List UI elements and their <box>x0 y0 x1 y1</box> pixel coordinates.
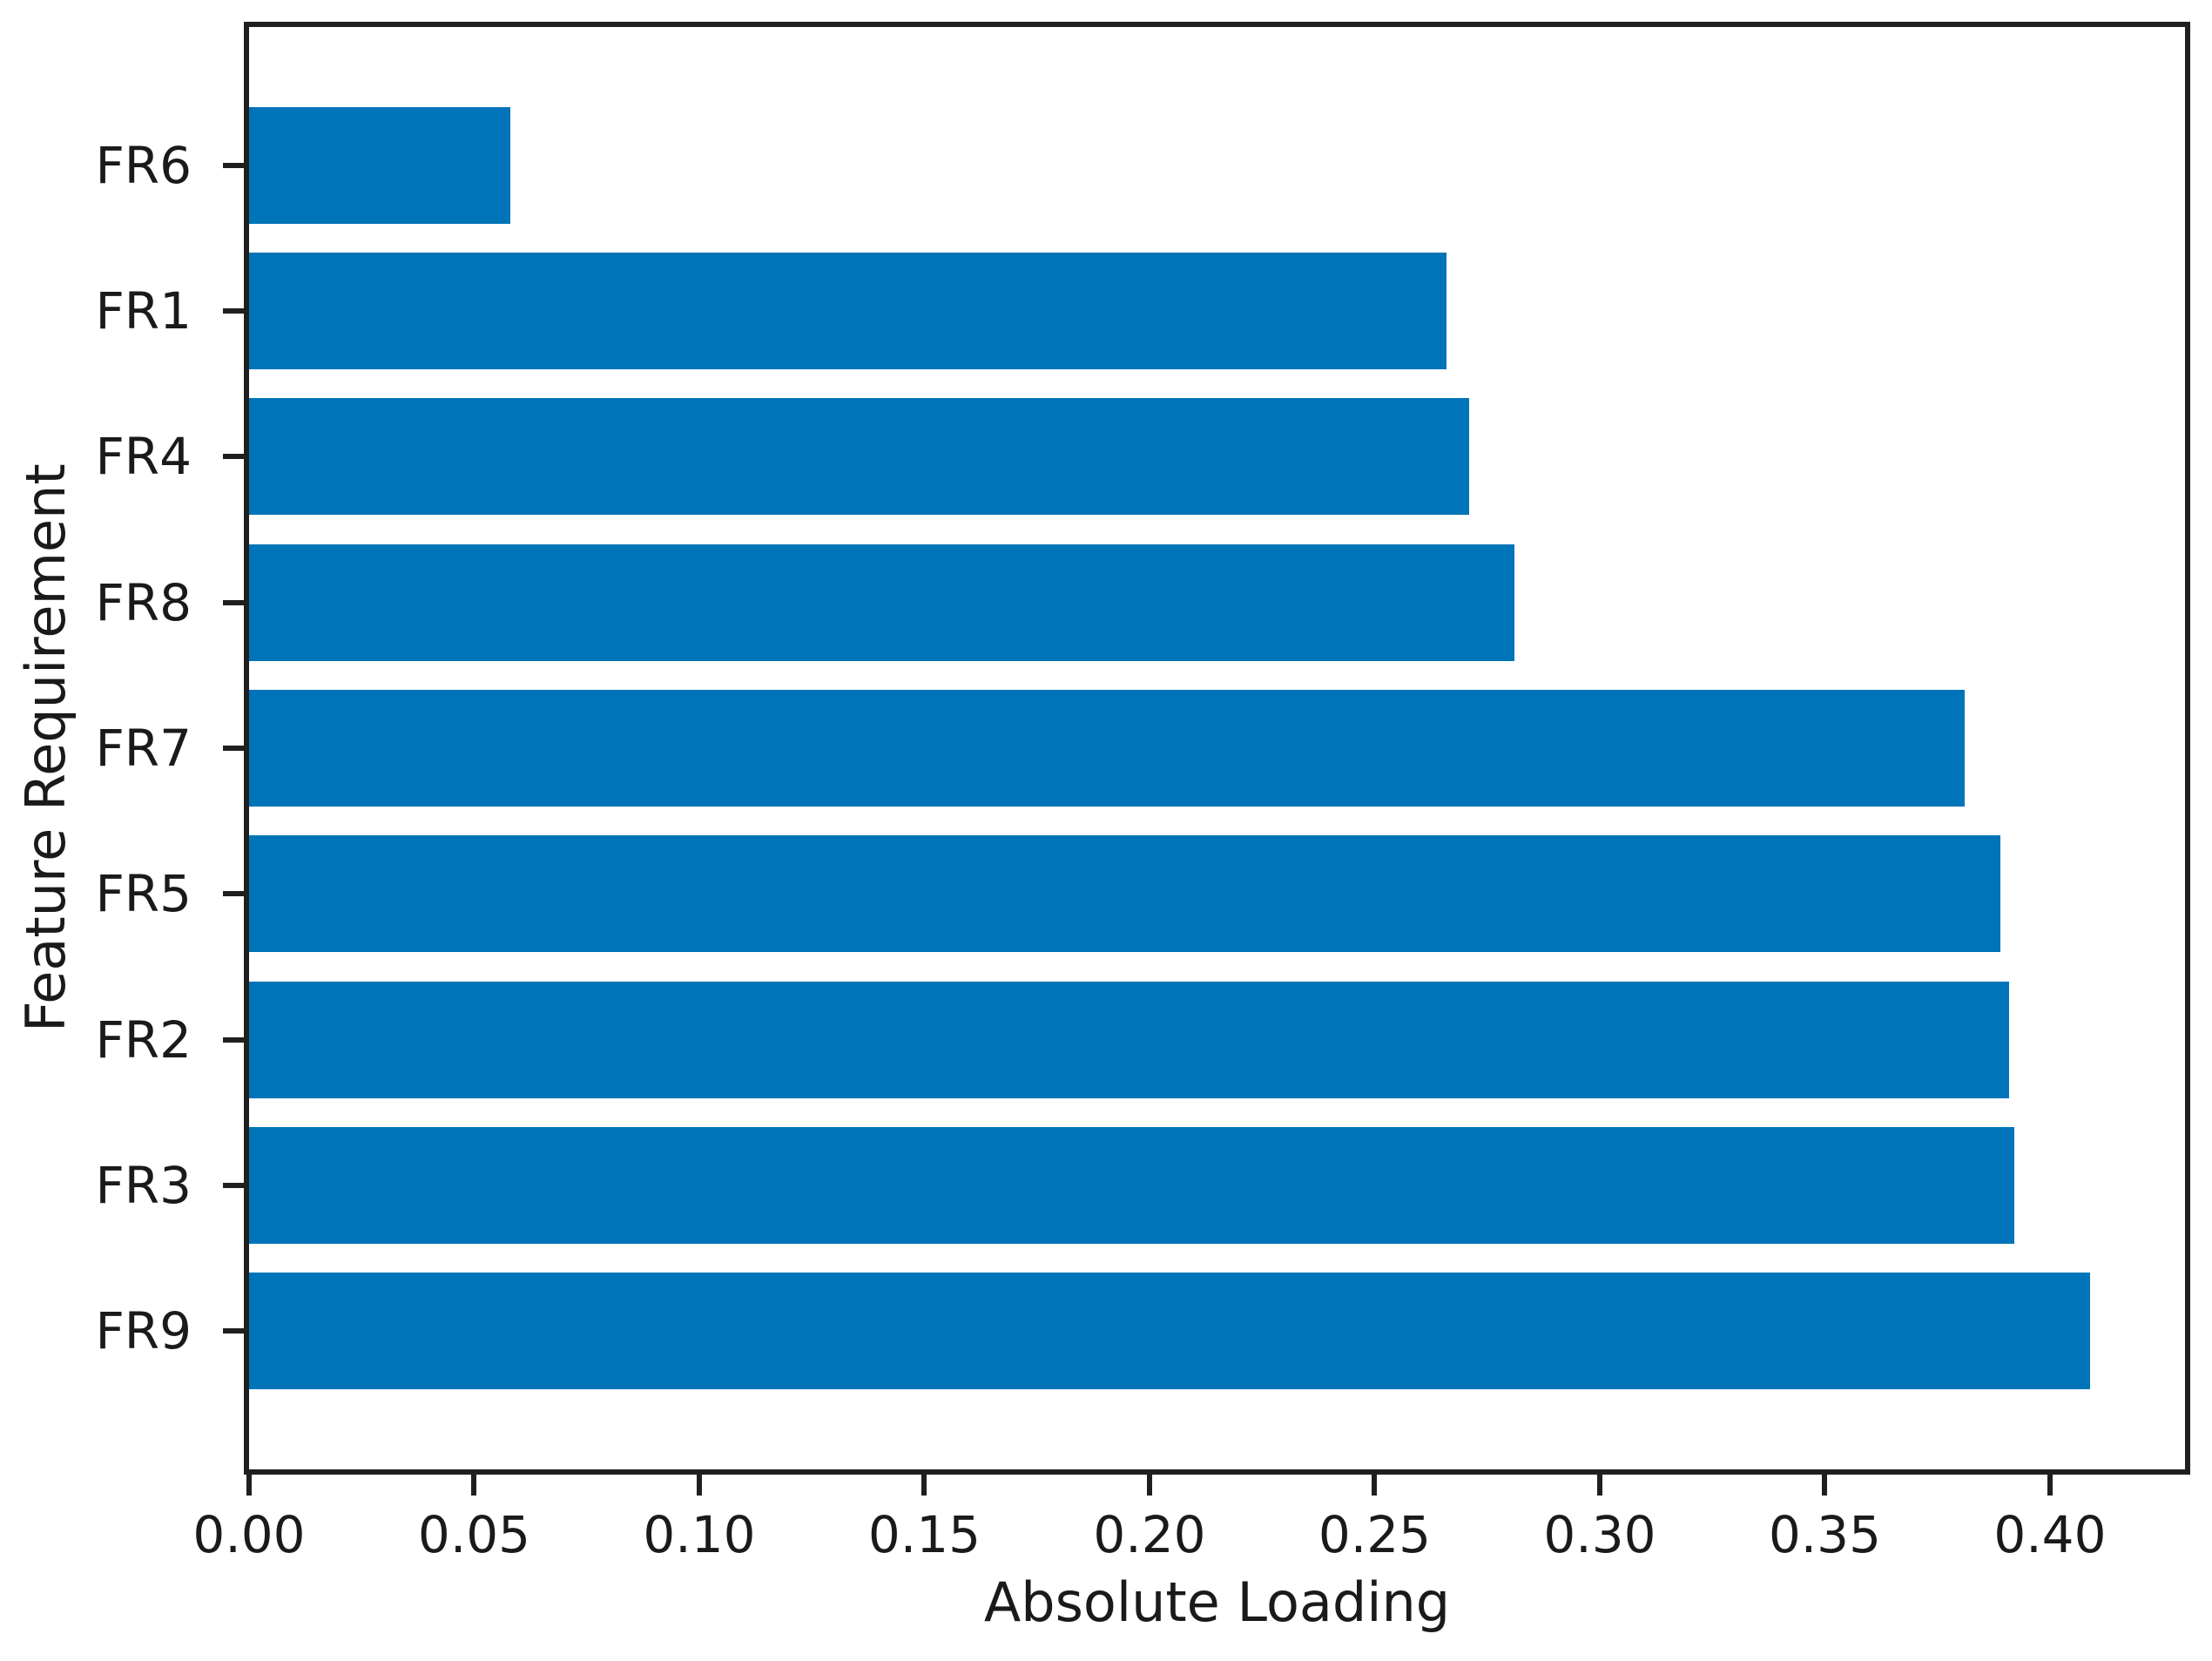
y-tick-mark <box>223 891 244 897</box>
bar-fr1 <box>249 253 1447 369</box>
x-tick-mark <box>471 1475 477 1496</box>
y-tick-label-fr9: FR9 <box>95 1301 192 1361</box>
x-tick-mark <box>921 1475 927 1496</box>
bar-fr4 <box>249 398 1469 516</box>
x-tick-label: 0.25 <box>1318 1505 1432 1564</box>
y-axis-label: Feature Requirement <box>14 463 78 1033</box>
y-tick-label-fr6: FR6 <box>95 135 192 195</box>
y-tick-label-fr7: FR7 <box>95 719 192 778</box>
bar-fr9 <box>249 1273 2091 1390</box>
bar-row <box>249 530 2185 675</box>
plot-area: FR6 FR1 FR4 FR8 FR7 FR5 FR2 FR3 FR9 0.00 0.05 0.10… <box>95 22 2190 1630</box>
y-tick-label-fr8: FR8 <box>95 572 192 632</box>
y-tick-mark <box>223 599 244 605</box>
bar-fr7 <box>249 690 1965 807</box>
bar-fr8 <box>249 544 1514 661</box>
x-tick-label: 0.10 <box>643 1505 756 1564</box>
y-tick-label-fr5: FR5 <box>95 864 192 924</box>
y-tick-label-fr4: FR4 <box>95 427 192 487</box>
bar-fr3 <box>249 1127 2014 1244</box>
x-tick-mark <box>2047 1475 2053 1496</box>
bar-fr6 <box>249 106 510 224</box>
x-tick-label: 0.30 <box>1543 1505 1656 1564</box>
bars-container <box>249 92 2185 1404</box>
y-tick-label-fr3: FR3 <box>95 1156 192 1215</box>
y-tick-mark <box>223 1036 244 1043</box>
y-tick-mark <box>223 1328 244 1334</box>
x-tick-mark <box>1596 1475 1602 1496</box>
x-tick-mark <box>696 1475 702 1496</box>
bar-row <box>249 967 2185 1112</box>
y-tick-label-fr2: FR2 <box>95 1009 192 1070</box>
bar-row <box>249 92 2185 238</box>
x-tick-mark <box>1146 1475 1152 1496</box>
bar-fr2 <box>249 981 2010 1098</box>
x-tick-mark <box>1822 1475 1828 1496</box>
x-axis-label: Absolute Loading <box>983 1570 1451 1634</box>
bar-row <box>249 675 2185 820</box>
bar-row <box>249 1259 2185 1404</box>
y-tick-label-fr1: FR1 <box>95 281 192 341</box>
y-tick-mark <box>223 746 244 751</box>
x-tick-label: 0.00 <box>192 1505 306 1564</box>
x-tick-label: 0.40 <box>1993 1505 2107 1564</box>
y-tick-mark <box>223 454 244 460</box>
x-tick-label: 0.15 <box>867 1505 981 1564</box>
x-tick-label: 0.35 <box>1768 1505 1881 1564</box>
y-tick-mark <box>223 1183 244 1188</box>
bar-fr5 <box>249 835 2001 953</box>
x-tick-label: 0.05 <box>417 1505 531 1564</box>
bar-row <box>249 1112 2185 1258</box>
x-tick-mark <box>246 1475 252 1496</box>
bar-row <box>249 238 2185 383</box>
x-tick-mark <box>1372 1475 1378 1496</box>
bar-row <box>249 821 2185 967</box>
y-tick-mark <box>223 162 244 168</box>
x-tick-label: 0.20 <box>1093 1505 1206 1564</box>
bar-row <box>249 384 2185 530</box>
y-tick-mark <box>223 308 244 314</box>
